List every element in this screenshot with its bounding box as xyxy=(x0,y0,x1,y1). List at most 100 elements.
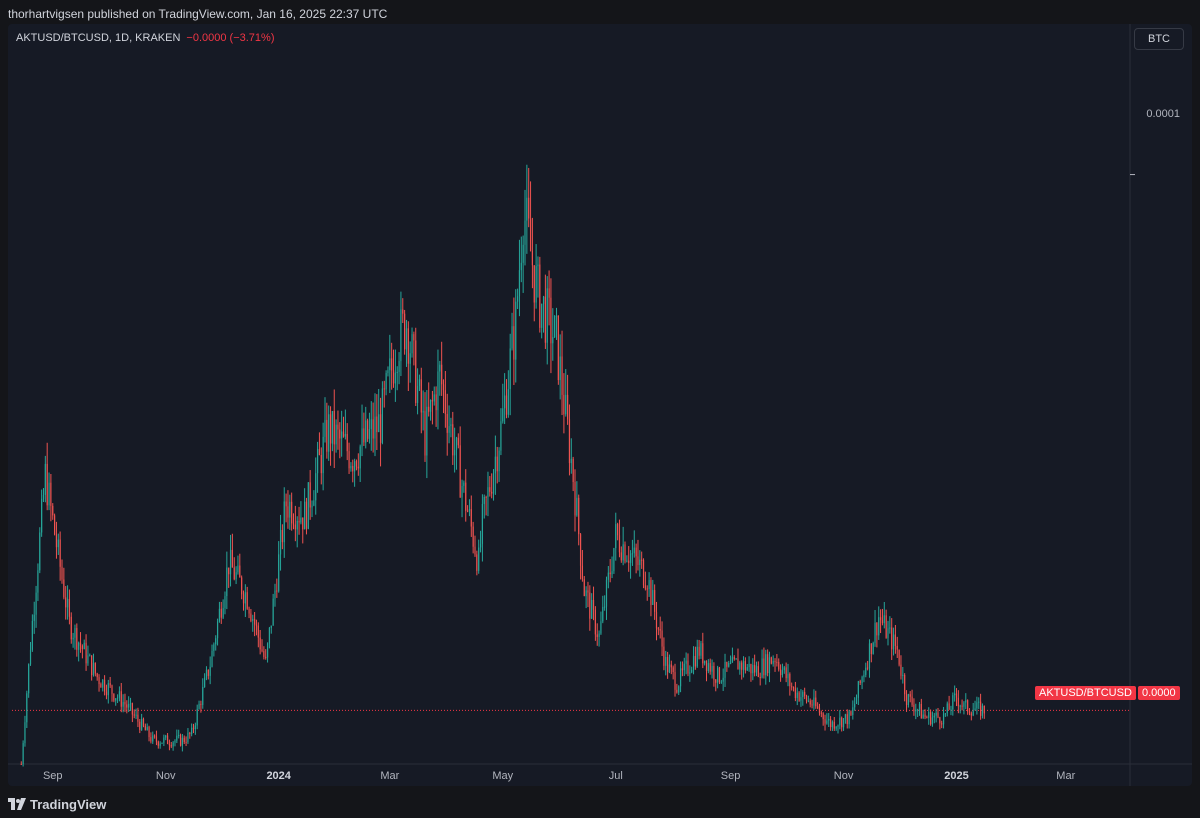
candle-body xyxy=(228,567,230,575)
candle-body xyxy=(563,394,565,415)
candle-body xyxy=(674,672,676,690)
candle-body xyxy=(313,500,315,506)
last-price-tag: 0.0000 xyxy=(1138,686,1180,700)
candle-body xyxy=(631,553,634,555)
candle-body xyxy=(644,585,646,589)
candle-body xyxy=(707,663,709,672)
candle-body xyxy=(915,709,917,712)
candle-body xyxy=(233,567,235,580)
candle-body xyxy=(435,394,437,411)
candle-body xyxy=(454,450,456,456)
candle-body xyxy=(483,496,485,505)
candle-body xyxy=(492,473,495,494)
candle-body xyxy=(531,250,534,266)
candle-body xyxy=(237,565,239,573)
candle-body xyxy=(161,742,163,744)
candle-body xyxy=(891,627,893,650)
candle-body xyxy=(159,743,161,746)
candle-body xyxy=(898,649,900,665)
candle-body xyxy=(579,534,582,566)
candle-body xyxy=(318,449,321,455)
candle-body xyxy=(331,411,333,444)
candle-body xyxy=(204,677,206,688)
candle-body xyxy=(113,693,115,701)
candle-body xyxy=(302,517,304,530)
candle-body xyxy=(578,497,580,535)
candle-body xyxy=(220,608,222,618)
candle-body xyxy=(261,649,263,652)
candle-body xyxy=(929,712,932,725)
symbol-legend[interactable]: AKTUSD/BTCUSD, 1D, KRAKEN −0.0000 (−3.71%… xyxy=(16,32,275,44)
candle-body xyxy=(868,643,871,668)
candle-body xyxy=(504,395,506,409)
candle-body xyxy=(383,388,385,390)
chart-panel[interactable]: Sep Nov 2024 Mar May Jul Sep Nov 2025 Mar AKTUSD/… xyxy=(8,24,1192,786)
candle-body xyxy=(187,732,189,743)
candle-body xyxy=(852,707,854,715)
candle-body xyxy=(385,373,387,390)
candle-body xyxy=(207,669,209,676)
candle-body xyxy=(815,697,817,707)
candle-body xyxy=(374,416,376,439)
candle-body xyxy=(904,675,906,695)
candle-body xyxy=(841,717,843,728)
candle-body xyxy=(657,628,659,630)
candle-body xyxy=(889,627,891,629)
candle-body xyxy=(731,657,734,663)
candle-body xyxy=(94,662,96,674)
candle-body xyxy=(796,692,798,699)
candle-body xyxy=(461,485,463,498)
currency-label: BTC xyxy=(1148,33,1170,45)
tradingview-logo[interactable]: TradingView xyxy=(8,797,106,812)
candle-body xyxy=(259,637,261,650)
candle-body xyxy=(333,411,335,445)
candle-body xyxy=(350,465,352,469)
candle-body xyxy=(498,450,500,472)
candle-body xyxy=(413,334,415,341)
candle-body xyxy=(366,420,369,439)
candle-body xyxy=(348,451,350,469)
candle-body xyxy=(768,657,771,674)
candle-body xyxy=(920,703,922,719)
candle-body xyxy=(363,428,365,443)
candle-body xyxy=(863,674,865,678)
candle-body xyxy=(785,667,787,679)
candle-body xyxy=(250,613,252,621)
candle-body xyxy=(213,644,215,651)
candle-body xyxy=(354,461,356,472)
candle-body xyxy=(761,658,763,678)
candle-body xyxy=(372,419,374,439)
candle-body xyxy=(948,703,950,710)
candle-body xyxy=(142,718,145,726)
candle-body xyxy=(848,711,850,725)
candle-body xyxy=(416,385,419,403)
candle-body xyxy=(842,718,845,728)
candle-body xyxy=(828,718,830,721)
candle-body xyxy=(685,660,687,664)
candle-body xyxy=(476,554,478,571)
candle-body xyxy=(535,266,537,303)
candle-body xyxy=(304,501,306,530)
x-tick-label: Nov xyxy=(834,770,854,782)
price-chart[interactable]: Sep Nov 2024 Mar May Jul Sep Nov 2025 Mar xyxy=(8,24,1192,786)
candle-body xyxy=(346,433,348,452)
candle-body xyxy=(654,590,656,612)
currency-badge[interactable]: BTC xyxy=(1134,28,1184,50)
candle-body xyxy=(139,721,141,730)
candle-body xyxy=(48,482,50,506)
candle-body xyxy=(165,735,167,738)
candle-body xyxy=(965,700,967,703)
candle-body xyxy=(737,658,739,670)
candle-body xyxy=(116,697,119,699)
candle-body xyxy=(839,717,841,726)
candle-body xyxy=(700,643,702,656)
candle-body xyxy=(935,712,937,716)
candle-body xyxy=(807,700,809,702)
candle-body xyxy=(794,688,796,699)
x-tick-label: Jul xyxy=(609,770,623,782)
candle-body xyxy=(552,337,554,344)
candle-body xyxy=(529,218,532,251)
candle-body xyxy=(665,657,667,666)
candle-body xyxy=(129,703,132,705)
candle-body xyxy=(605,579,608,607)
